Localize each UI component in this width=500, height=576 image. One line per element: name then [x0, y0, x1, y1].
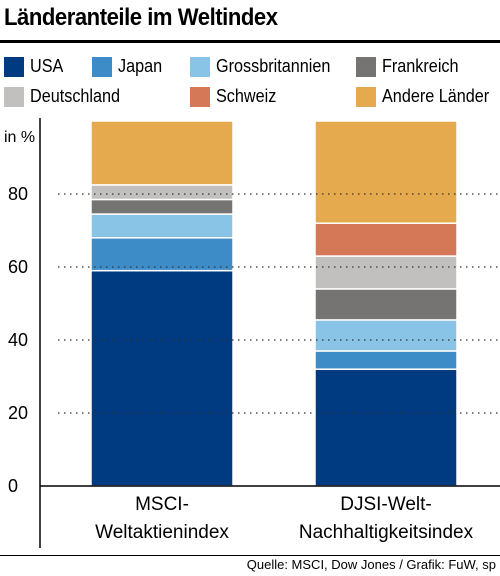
bar-segment-japan-2 [314, 350, 458, 370]
bar-segment-deutschland-1 [90, 184, 234, 201]
legend-swatch-frankreich [356, 56, 376, 77]
legend-label-schweiz: Schweiz [216, 86, 277, 106]
legend-item-schweiz: Schweiz [190, 86, 283, 107]
x-tick-label-1: MSCI-Weltaktienindex [95, 494, 229, 543]
stacked-bar-chart: 0 20 40 60 80 in % MSCI-Weltaktienindex DJSI-We… [4, 118, 500, 548]
bar-segment-frankreich-1 [90, 198, 234, 215]
y-tick-label-40: 40 [8, 330, 28, 350]
legend-label-andere-laender: Andere Länder [382, 86, 490, 106]
y-axis-label: in % [4, 129, 35, 146]
legend-swatch-deutschland [4, 86, 24, 107]
y-tick-label-0: 0 [8, 476, 18, 496]
source-note: Quelle: MSCI, Dow Jones / Grafik: FuW, s… [246, 557, 496, 572]
legend-item-japan: Japan [92, 56, 167, 77]
legend-item-grossbritannien: Grossbritannien [190, 56, 343, 77]
legend-label-grossbritannien: Grossbritannien [216, 56, 331, 76]
bar-segment-grossbritannien-1 [90, 213, 234, 239]
bar-segment-usa-1 [90, 269, 234, 487]
y-tick-label-20: 20 [8, 403, 28, 423]
title-rule [0, 40, 500, 43]
bar-segment-deutschland-2 [314, 255, 458, 290]
chart-title: Länderanteile im Weltindex [4, 4, 278, 31]
bar-segment-usa-2 [314, 368, 458, 487]
source-rule [0, 555, 500, 556]
legend-label-deutschland: Deutschland [30, 86, 121, 106]
legend-swatch-grossbritannien [190, 56, 210, 77]
bar-segment-andere-laender-1 [90, 120, 234, 186]
legend-label-japan: Japan [118, 56, 163, 76]
legend-swatch-andere-laender [356, 86, 376, 107]
legend-swatch-usa [4, 56, 24, 77]
bar-segment-japan-1 [90, 237, 234, 272]
legend-item-usa: USA [4, 56, 67, 77]
x-tick-label-2: DJSI-Welt-Nachhaltigkeitsindex [299, 494, 474, 543]
y-tick-label-80: 80 [8, 184, 28, 204]
legend-item-andere-laender: Andere Länder [356, 86, 500, 107]
legend-item-deutschland: Deutschland [4, 86, 130, 107]
bar-segment-andere-laender-2 [314, 120, 458, 224]
legend-item-frankreich: Frankreich [356, 56, 467, 77]
legend-swatch-schweiz [190, 86, 210, 107]
y-tick-label-60: 60 [8, 257, 28, 277]
bar-segment-schweiz-2 [314, 222, 458, 257]
legend-label-frankreich: Frankreich [382, 56, 459, 76]
legend-swatch-japan [92, 56, 112, 77]
legend-label-usa: USA [30, 56, 64, 76]
bar-segment-frankreich-2 [314, 288, 458, 321]
legend: USA Japan Grossbritannien Frankreich Deu… [0, 50, 500, 114]
bar-segment-grossbritannien-2 [314, 319, 458, 352]
